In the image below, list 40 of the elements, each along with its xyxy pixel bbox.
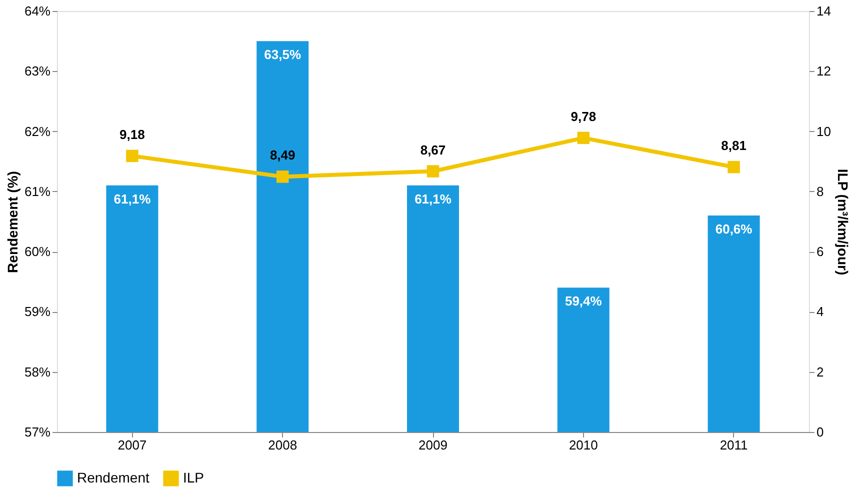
- y-tick-label: 61%: [24, 184, 51, 199]
- legend-label: Rendement: [77, 469, 150, 486]
- y2-tick-label: 8: [816, 184, 824, 199]
- y2-tick-label: 14: [816, 4, 831, 18]
- data-label: 9,78: [570, 108, 596, 124]
- data-label: 8,67: [420, 142, 446, 158]
- y2-tick-label: 12: [816, 64, 831, 79]
- point: [577, 132, 590, 144]
- y2-tick-label: 6: [816, 244, 824, 260]
- data-label: 61,1%: [114, 191, 152, 206]
- data-label: 8,81: [721, 138, 746, 154]
- data-label: 61,1%: [414, 191, 452, 206]
- y-axis-title: Rendement (%): [4, 171, 20, 273]
- y2-tick-label: 4: [816, 304, 824, 320]
- data-label: 59,4%: [564, 294, 602, 309]
- y2-tick-label: 0: [816, 424, 824, 440]
- legend-label: ILP: [183, 469, 204, 486]
- x-tick-label: 2007: [118, 438, 147, 452]
- y-tick-label: 57%: [24, 424, 51, 440]
- y-tick-label: 62%: [24, 124, 51, 139]
- data-label: 9,18: [120, 126, 145, 142]
- x-tick-label: 2011: [720, 438, 748, 452]
- x-tick-label: 2008: [268, 438, 298, 452]
- y-tick-label: 58%: [24, 364, 51, 380]
- y-tick-label: 64%: [24, 4, 51, 18]
- point: [728, 160, 740, 174]
- x-tick-label: 2009: [418, 438, 448, 452]
- point: [276, 170, 289, 183]
- point: [426, 165, 440, 178]
- y-tick-label: 63%: [24, 64, 51, 79]
- data-label: 60,6%: [715, 221, 753, 236]
- y2-axis-title: ILP (m³/km/jour): [834, 168, 851, 276]
- y2-tick-label: 10: [816, 124, 831, 139]
- data-label: 63,5%: [264, 47, 302, 62]
- y-tick-label: 60%: [24, 244, 51, 260]
- y-tick-label: 59%: [24, 304, 51, 320]
- y2-tick-label: 2: [816, 364, 824, 380]
- x-tick-label: 2010: [568, 438, 598, 452]
- point: [126, 150, 138, 162]
- data-label: 8,49: [270, 148, 296, 163]
